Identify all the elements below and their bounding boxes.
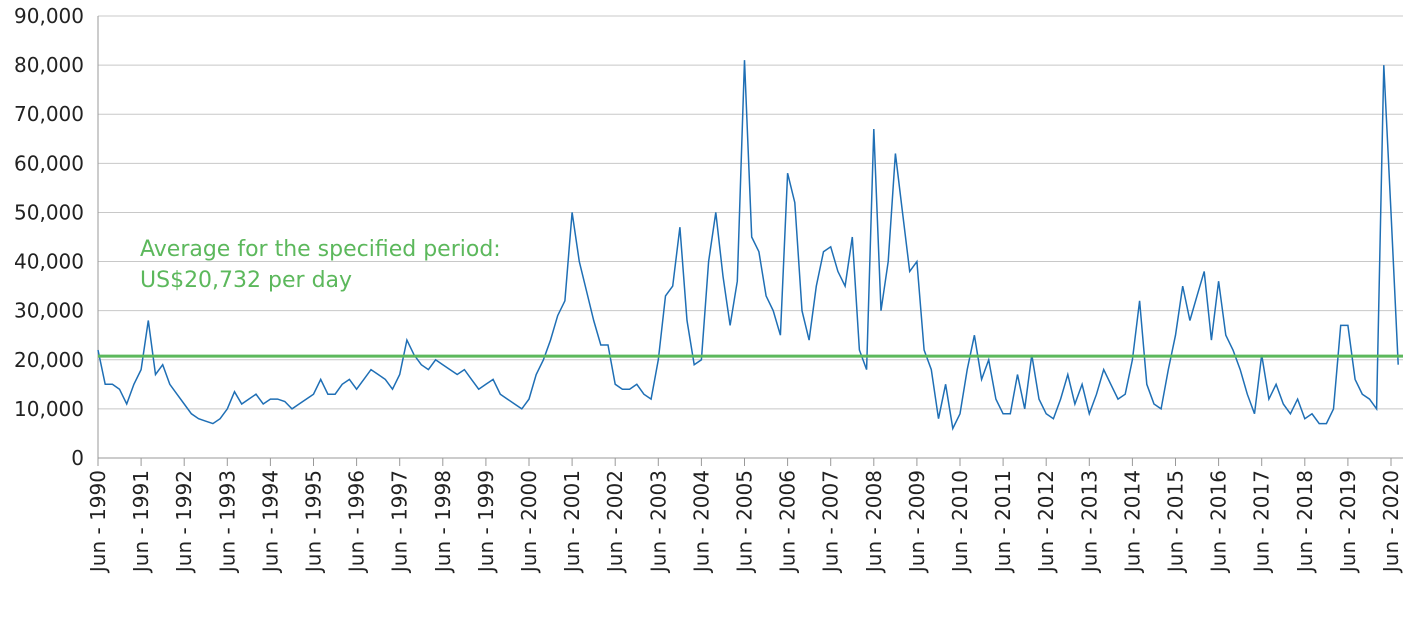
x-tick-label: Jun - 2019 [1336, 470, 1360, 574]
x-tick-label: Jun - 1996 [345, 470, 369, 574]
x-tick-label: Jun - 1990 [86, 470, 110, 574]
annotation: US$20,732 per day [140, 268, 352, 293]
x-tick-label: Jun - 2000 [517, 470, 541, 574]
x-tick-label: Jun - 2004 [689, 470, 713, 574]
x-tick-label: Jun - 1991 [129, 470, 153, 574]
x-tick-label: Jun - 2014 [1120, 470, 1144, 574]
x-tick-label: Jun - 2009 [905, 470, 929, 574]
y-tick-label: 10,000 [14, 397, 84, 421]
y-tick-label: 40,000 [14, 250, 84, 274]
x-tick-label: Jun - 2010 [948, 470, 972, 574]
y-tick-label: 50,000 [14, 200, 84, 224]
y-tick-label: 90,000 [14, 4, 84, 28]
x-tick-label: Jun - 1994 [258, 470, 282, 574]
series-line [97, 60, 1399, 431]
x-tick-label: Jun - 2011 [991, 470, 1015, 574]
x-tick-label: Jun - 1999 [474, 470, 498, 574]
x-tick-label: Jun - 2015 [1164, 470, 1188, 574]
x-tick-label: Jun - 2007 [819, 470, 843, 574]
x-tick-label: Jun - 2018 [1293, 470, 1317, 574]
x-tick-label: Jun - 2012 [1034, 470, 1058, 574]
x-tick-label: Jun - 2020 [1379, 470, 1403, 574]
x-tick-label: Jun - 2003 [646, 470, 670, 574]
y-tick-label: 20,000 [14, 348, 84, 372]
x-tick-label: Jun - 1998 [431, 470, 455, 574]
x-tick-label: Jun - 2002 [603, 470, 627, 574]
x-tick-label: Jun - 2013 [1077, 470, 1101, 574]
y-tick-label: 30,000 [14, 299, 84, 323]
x-tick-label: Jun - 1995 [302, 470, 326, 574]
x-tick-label: Jun - 2005 [733, 470, 757, 574]
y-tick-label: 70,000 [14, 102, 84, 126]
annotation: Average for the specified period: [140, 237, 501, 262]
x-tick-label: Jun - 2016 [1207, 470, 1231, 574]
x-tick-label: Jun - 2001 [560, 470, 584, 574]
x-tick-label: Jun - 2008 [862, 470, 886, 574]
x-tick-label: Jun - 1993 [215, 470, 239, 574]
y-tick-label: 0 [71, 446, 84, 470]
x-tick-label: Jun - 1992 [172, 470, 196, 574]
x-tick-label: Jun - 2017 [1250, 470, 1274, 574]
y-tick-label: 80,000 [14, 53, 84, 77]
y-tick-label: 60,000 [14, 151, 84, 175]
x-tick-label: Jun - 2006 [776, 470, 800, 574]
x-tick-label: Jun - 1997 [388, 470, 412, 574]
